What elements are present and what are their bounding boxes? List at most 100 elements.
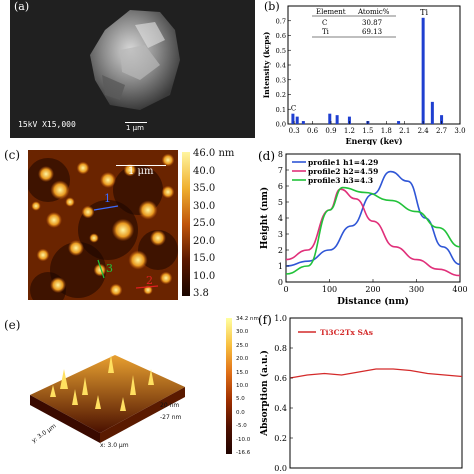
absorption-y-axis-label: Absorption (a.u.) — [259, 350, 270, 437]
afm-particle — [138, 200, 158, 220]
legend-entry: profile3 h3=4.3 — [308, 176, 373, 185]
axis-label-z-top: 20 nm — [160, 402, 180, 409]
axis-label-z-bottom: -27 nm — [160, 414, 182, 421]
eds-peak-bar — [328, 113, 332, 124]
panel-f-label: (f) — [258, 313, 272, 327]
eds-x-axis-label: Energy (kev) — [345, 136, 402, 145]
profile-x-tick-label: 400 — [452, 285, 467, 294]
profile-marker-3: 3 — [106, 262, 113, 275]
afm-particle — [161, 185, 175, 199]
afm-colorbar-label: 35.0 — [193, 183, 216, 194]
profile-y-tick-label: 2 — [278, 246, 283, 255]
afm-particle — [68, 240, 84, 256]
eds-y-tick-label: 0.6 — [276, 32, 286, 40]
absorption-y-tick-label: 0.8 — [274, 344, 287, 353]
afm-particle — [76, 161, 90, 175]
eds-x-tick-label: 2.7 — [436, 127, 447, 135]
profile-line-3 — [97, 259, 105, 279]
profile-series-line — [285, 170, 461, 267]
afm-3d-colorbar-label: 34.2 nm — [236, 316, 259, 322]
eds-peak-label-ti: Ti — [420, 8, 428, 17]
eds-y-tick-label: 0.5 — [276, 47, 286, 55]
absorption-series-line — [289, 368, 463, 379]
profile-marker-1: 1 — [104, 192, 111, 205]
eds-y-tick-label: 0.4 — [276, 62, 286, 70]
absorption-y-tick-label: 0.0 — [274, 464, 287, 473]
afm-3d-colorbar-label: -5.0 — [236, 423, 247, 430]
afm-shadow-region — [138, 230, 178, 270]
afm-3d-colorbar-label: 30.0 — [236, 329, 249, 336]
afm-colorbar-label: 46.0 nm — [193, 148, 235, 159]
afm-particle — [111, 218, 135, 242]
afm-colorbar-label: 40.0 — [193, 165, 216, 177]
panel-d-label: (d) — [258, 149, 275, 163]
afm-3d-colorbar-label: 0.0 — [236, 409, 245, 416]
eds-peak-bar — [430, 101, 434, 124]
afm-particle — [100, 172, 116, 188]
absorption-y-tick-label: 0.6 — [274, 374, 287, 383]
afm-particle — [81, 205, 95, 219]
eds-peak-bar — [347, 116, 351, 124]
afm-3d-plane — [30, 355, 185, 433]
eds-y-tick-label: 0.7 — [276, 17, 286, 25]
profile-marker-2: 2 — [146, 274, 153, 287]
afm-particle — [36, 248, 50, 262]
panel-c-label: (c) — [4, 148, 21, 162]
absorption-y-tick-label: 1.0 — [274, 314, 287, 323]
profile-x-tick-label: 100 — [322, 285, 337, 294]
afm-colorbar-label: 3.8 — [193, 288, 209, 299]
eds-table-cell-element: C — [322, 19, 327, 27]
eds-x-tick-label: 0.3 — [289, 127, 300, 135]
sem-particle-image — [10, 0, 255, 138]
legend-entry: Ti3C2Tx SAs — [320, 328, 373, 337]
afm-3d-colorbar-label: -10.0 — [236, 436, 251, 443]
profile-y-tick-label: 1 — [278, 262, 283, 271]
eds-y-tick-label: 0.1 — [276, 106, 286, 114]
profile-y-tick-label: 0 — [278, 278, 283, 287]
eds-y-tick-label: 0.3 — [276, 76, 286, 84]
afm-3d-colorbar-label: -16.6 — [236, 450, 251, 456]
afm-scale-bar — [116, 165, 166, 166]
sem-image-panel: (a) 15kV X15,000 1 μm — [10, 0, 255, 138]
sem-scale-bar — [125, 122, 147, 123]
profile-line-2 — [135, 285, 159, 289]
afm-colorbar-label: 10.0 — [193, 270, 216, 282]
afm-particle — [159, 271, 173, 285]
afm-colorbar-label: 30.0 — [193, 200, 216, 212]
axis-label-x: x: 3.0 μm — [100, 442, 129, 449]
afm-2d-image: 1 μm 1 2 3 — [28, 150, 178, 300]
panel-b-label: (b) — [264, 0, 280, 13]
afm-colorbar-label: 15.0 — [193, 253, 216, 264]
afm-particle — [46, 212, 62, 228]
profile-series-line — [285, 186, 461, 275]
profile-x-axis-label: Distance (nm) — [337, 296, 409, 307]
eds-table-header-atomic: Atomic% — [357, 8, 390, 16]
afm-3d-colorbar-label: 20.0 — [236, 356, 249, 363]
eds-x-tick-label: 3.0 — [454, 127, 465, 135]
afm-particle — [161, 153, 175, 167]
afm-3d-colorbar-label: 25.0 — [236, 342, 249, 349]
eds-x-tick-label: 0.9 — [325, 127, 336, 135]
profile-x-tick-label: 200 — [365, 285, 380, 294]
profile-y-tick-label: 3 — [278, 230, 283, 239]
eds-y-axis-label: Intensity (kcps) — [262, 32, 271, 98]
eds-peak-bar — [397, 121, 401, 124]
afm-particle — [65, 197, 75, 207]
eds-x-tick-label: 1.8 — [381, 127, 392, 135]
eds-x-tick-label: 0.6 — [307, 127, 319, 135]
afm-3d-colorbar-label: 10.0 — [236, 383, 249, 389]
profile-y-tick-label: 7 — [278, 166, 283, 175]
afm-colorbar — [182, 152, 190, 296]
profile-y-tick-label: 6 — [278, 182, 283, 191]
eds-peak-bar — [421, 17, 425, 124]
eds-table-header-element: Element — [316, 8, 346, 16]
eds-peak-bar — [295, 116, 299, 124]
eds-peak-label-c: C — [291, 105, 296, 113]
eds-table-cell-value: 69.13 — [362, 28, 382, 36]
afm-particle — [31, 201, 41, 211]
eds-peak-bar — [291, 113, 295, 124]
eds-x-tick-label: 2.1 — [399, 127, 410, 135]
eds-x-tick-label: 1.2 — [344, 127, 355, 135]
profile-y-axis-label: Height (nm) — [259, 187, 270, 249]
